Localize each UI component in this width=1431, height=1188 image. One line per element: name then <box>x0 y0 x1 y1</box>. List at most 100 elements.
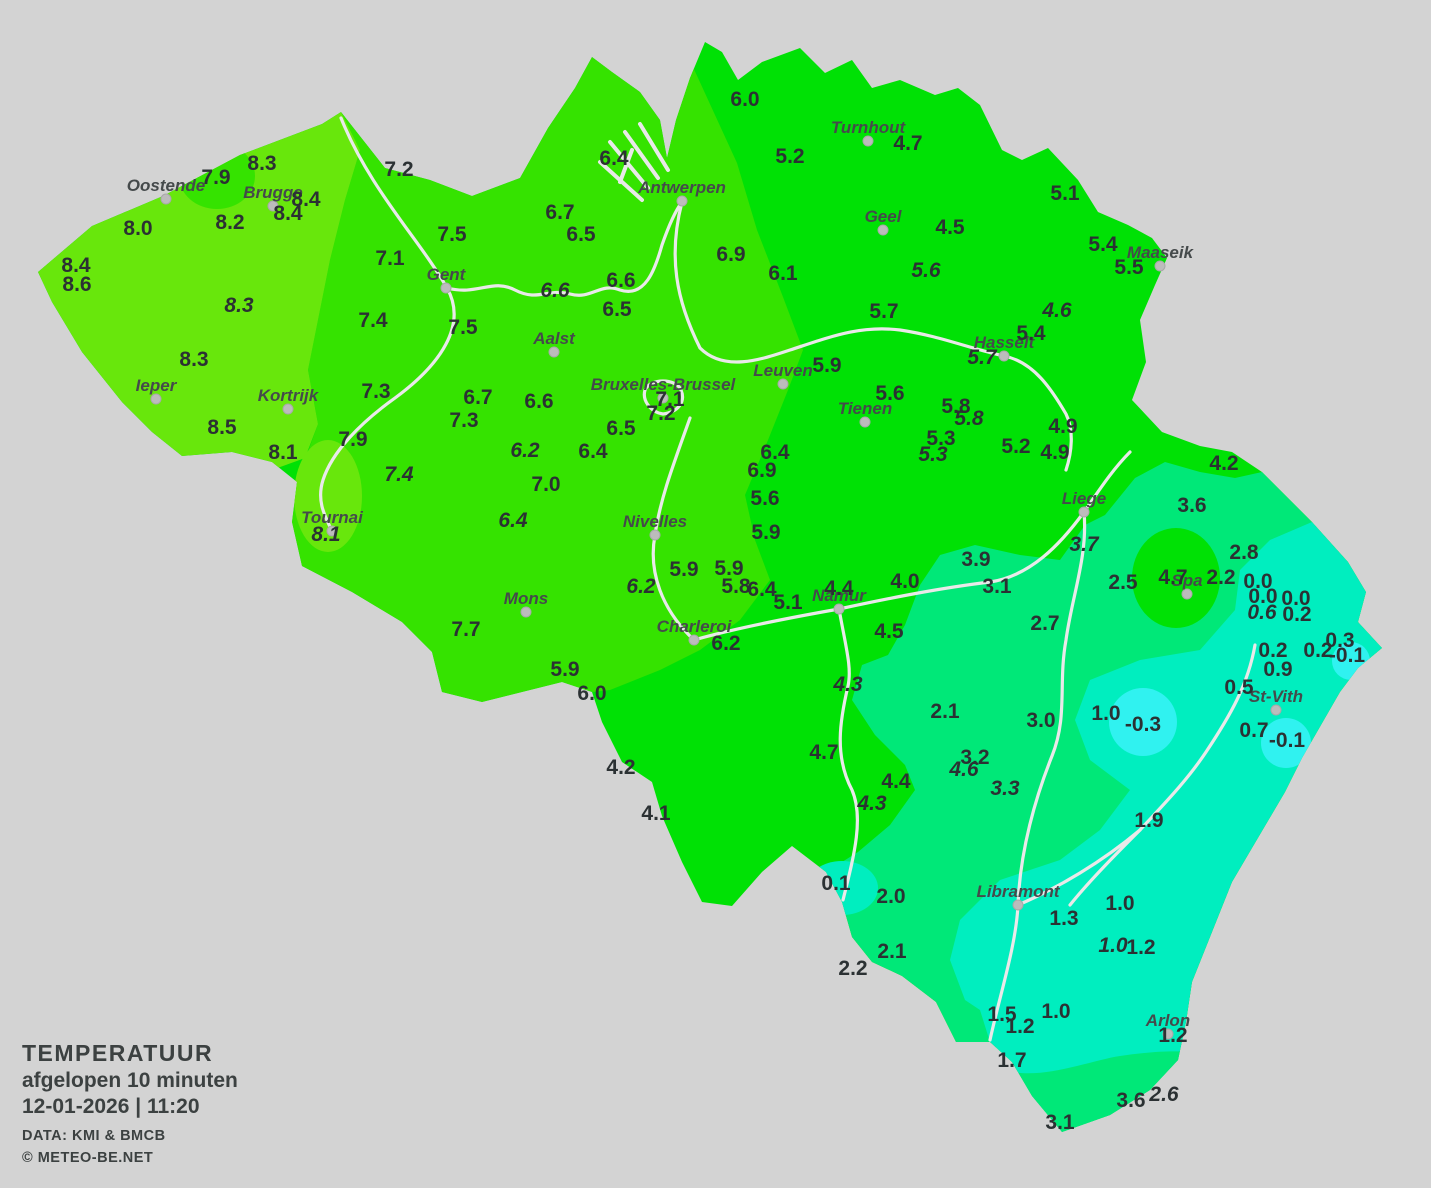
station-value: 5.1 <box>773 591 803 614</box>
blob-tournai-warmer <box>294 440 362 552</box>
station-value: 4.7 <box>1158 566 1187 589</box>
station-value: 2.7 <box>1030 612 1059 635</box>
station-value: 3.3 <box>990 777 1020 800</box>
city-label-spa: Spa <box>1171 571 1202 590</box>
station-value: 7.4 <box>358 309 388 332</box>
city-marker-st-vith <box>1270 704 1282 716</box>
city-label-libramont: Libramont <box>976 882 1060 901</box>
city-label-brugge: Brugge <box>243 183 303 202</box>
city-label-namur: Namur <box>812 586 867 605</box>
station-value: 2.2 <box>1206 566 1235 589</box>
city-marker-arlon <box>1162 1028 1174 1040</box>
station-value: 4.9 <box>1048 415 1077 438</box>
station-value: -0.1 <box>1269 729 1306 752</box>
station-value: 0.2 <box>1303 639 1332 662</box>
station-value: 4.6 <box>1041 299 1072 322</box>
station-value: 5.5 <box>1114 256 1144 279</box>
station-value: 7.1 <box>375 247 405 270</box>
city-label-kortrijk: Kortrijk <box>258 386 320 405</box>
station-value: 1.0 <box>1098 934 1128 957</box>
station-value: 8.4 <box>61 254 91 277</box>
station-value: 6.7 <box>545 201 574 224</box>
station-value: 6.6 <box>540 279 570 302</box>
map-title: TEMPERATUUR <box>22 1040 214 1066</box>
city-marker-aalst <box>548 346 560 358</box>
station-value: 2.0 <box>876 885 905 908</box>
city-label-antwerpen: Antwerpen <box>637 178 726 197</box>
stations-layer: 7.98.38.48.48.28.08.48.68.38.38.58.18.17… <box>61 88 1365 1134</box>
station-value: 5.8 <box>721 575 751 598</box>
station-value: 5.3 <box>918 443 948 466</box>
station-value: 7.5 <box>437 223 467 246</box>
city-marker-leuven <box>777 378 789 390</box>
station-value: 2.2 <box>838 957 867 980</box>
station-value: 2.6 <box>1148 1083 1179 1106</box>
city-label-tienen: Tienen <box>838 399 892 418</box>
station-value: 8.5 <box>207 416 237 439</box>
city-marker-turnhout <box>862 135 874 147</box>
station-value: 0.1 <box>821 872 851 895</box>
region-band-6-8 <box>292 57 803 702</box>
city-marker-liege <box>1078 506 1090 518</box>
blob-spa-warmer <box>1132 528 1220 628</box>
station-value: 6.9 <box>747 459 776 482</box>
city-label-arlon: Arlon <box>1145 1011 1190 1030</box>
station-value: 7.0 <box>531 473 560 496</box>
station-value: 8.4 <box>291 188 321 211</box>
station-value: 7.1 <box>655 388 685 411</box>
city-label-leuven: Leuven <box>753 361 813 380</box>
city-label-charleroi: Charleroi <box>657 617 733 636</box>
station-value: 4.5 <box>874 620 904 643</box>
city-marker-antwerpen <box>676 195 688 207</box>
station-value: 4.4 <box>881 770 911 793</box>
station-value: 0.0 <box>1243 570 1272 593</box>
city-marker-brugge <box>267 200 279 212</box>
station-value: 5.7 <box>869 300 898 323</box>
station-value: 6.6 <box>606 269 635 292</box>
station-value: 8.3 <box>179 348 208 371</box>
city-marker-tienen <box>859 416 871 428</box>
station-value: 5.2 <box>1001 435 1030 458</box>
blob-subzero-2 <box>1261 718 1311 768</box>
station-value: 6.5 <box>566 223 596 246</box>
station-value: 5.9 <box>751 521 780 544</box>
station-value: 1.7 <box>997 1049 1026 1072</box>
city-label-mons: Mons <box>504 589 548 608</box>
station-value: 5.9 <box>812 354 841 377</box>
station-value: 3.1 <box>1045 1111 1075 1134</box>
station-value: 6.6 <box>524 390 553 413</box>
station-value: 5.7 <box>967 346 998 369</box>
city-marker-kortrijk <box>282 403 294 415</box>
city-label-nivelles: Nivelles <box>623 512 687 531</box>
station-value: 1.2 <box>1158 1024 1187 1047</box>
map-datetime: 12-01-2026 | 11:20 <box>22 1094 200 1118</box>
station-value: 6.1 <box>768 262 798 285</box>
station-value: 1.2 <box>1005 1015 1034 1038</box>
data-source-credit: DATA: KMI & BMCB <box>22 1128 166 1145</box>
city-marker-namur <box>833 603 845 615</box>
station-value: -0.1 <box>1329 644 1366 667</box>
station-value: 6.0 <box>730 88 759 111</box>
station-value: 4.5 <box>935 216 965 239</box>
antwerp-port-channels <box>598 122 670 202</box>
station-value: 0.0 <box>1248 585 1277 608</box>
station-value: 5.9 <box>550 658 579 681</box>
station-value: 3.0 <box>1026 709 1055 732</box>
station-value: 5.1 <box>1050 182 1080 205</box>
city-label-liege: Liege <box>1062 489 1106 508</box>
station-value: 8.3 <box>224 294 254 317</box>
city-marker-charleroi <box>688 634 700 646</box>
station-value: 6.2 <box>510 439 540 462</box>
station-value: 8.1 <box>311 523 340 546</box>
station-value: 4.7 <box>809 741 838 764</box>
station-value: 8.4 <box>273 202 303 225</box>
city-label-turnhout: Turnhout <box>831 118 907 137</box>
station-value: 7.9 <box>201 166 230 189</box>
station-value: 7.9 <box>338 428 367 451</box>
station-value: 2.5 <box>1108 571 1138 594</box>
station-value: 6.4 <box>760 441 790 464</box>
station-value: 5.8 <box>954 407 984 430</box>
station-value: 6.4 <box>578 440 608 463</box>
station-value: 7.3 <box>449 409 478 432</box>
